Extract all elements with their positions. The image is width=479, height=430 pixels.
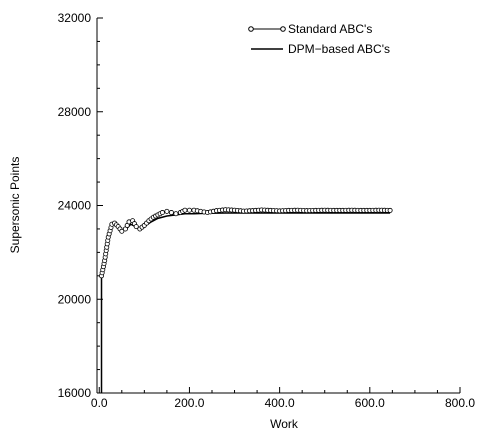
data-point-standard [387, 207, 393, 213]
series-layer [99, 207, 393, 393]
axes [96, 18, 460, 394]
y-axis-label: Supersonic Points [8, 157, 22, 254]
data-point-standard [164, 208, 170, 214]
legend-marker-standard [280, 26, 286, 32]
x-tick-label: 400.0 [265, 396, 295, 410]
data-point-standard [159, 210, 165, 216]
data-point-standard [186, 207, 192, 213]
y-tick-label: 28000 [58, 105, 92, 119]
x-tick-label: 600.0 [355, 396, 385, 410]
ticks: 16000 20000 24000 28000 32000 0.0 200.0 400.0 60… [58, 11, 476, 410]
series-line-standard [101, 209, 391, 276]
x-tick-label: 800.0 [445, 396, 475, 410]
y-tick-label: 20000 [58, 292, 92, 306]
x-axis-label: Work [270, 417, 299, 430]
data-point-standard [168, 210, 174, 216]
legend-label-dpm: DPM−based ABC's [288, 42, 390, 56]
y-tick-label: 24000 [58, 199, 92, 213]
data-point-standard [182, 207, 188, 213]
legend-marker-standard [248, 26, 254, 32]
data-point-standard [119, 228, 125, 234]
x-tick-label: 200.0 [174, 396, 204, 410]
legend: Standard ABC's DPM−based ABC's [248, 22, 390, 56]
data-point-standard [133, 224, 139, 230]
y-tick-label: 16000 [58, 386, 92, 400]
x-tick-label: 0.0 [91, 396, 108, 410]
legend-label-standard: Standard ABC's [288, 22, 372, 36]
y-tick-label: 32000 [58, 11, 92, 25]
data-point-standard [173, 211, 179, 217]
